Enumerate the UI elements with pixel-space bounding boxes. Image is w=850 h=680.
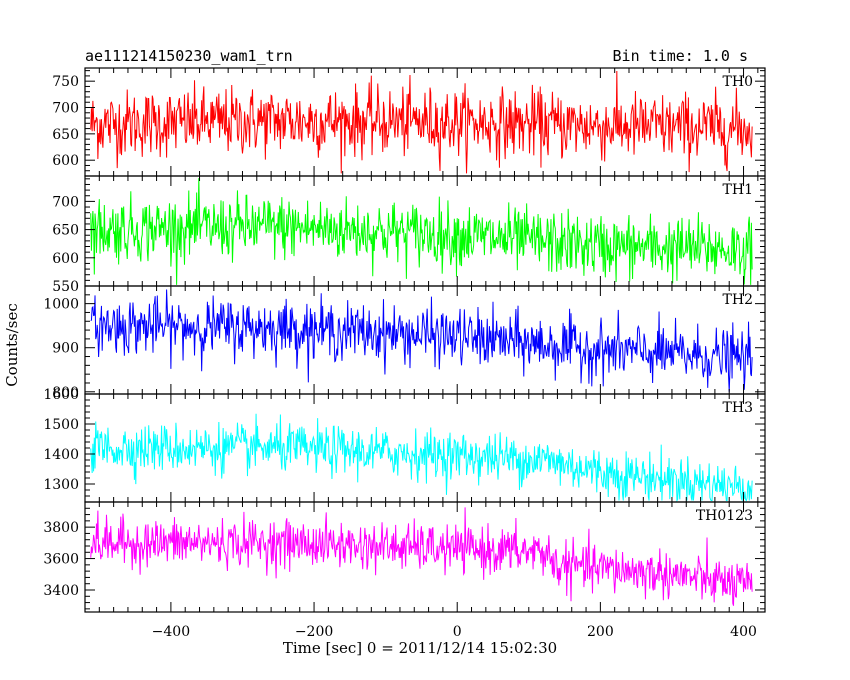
y-tick-label: 800 — [52, 385, 79, 401]
y-tick-label: 750 — [52, 74, 79, 90]
panel-frame — [84, 501, 766, 613]
y-tick-label: 3400 — [43, 583, 79, 599]
y-tick-label: 1600 — [43, 387, 79, 403]
panel-label-th2: TH2 — [723, 292, 753, 308]
y-tick-label: 1000 — [43, 297, 79, 313]
bin-time-label: Bin time: 1.0 s — [613, 47, 748, 65]
y-tick-label: 3800 — [43, 520, 79, 536]
y-tick-label: 700 — [52, 101, 79, 117]
y-tick-label: 1400 — [43, 447, 79, 463]
y-tick-label: 600 — [52, 153, 79, 169]
x-tick-label: 400 — [730, 624, 757, 640]
y-tick-label: 550 — [52, 279, 79, 295]
y-tick-label: 3600 — [43, 552, 79, 568]
x-tick-label: 0 — [453, 624, 462, 640]
series-line-th0 — [90, 71, 753, 174]
panel-label-th0123: TH0123 — [696, 508, 753, 524]
y-tick-label: 650 — [52, 223, 79, 239]
panel-label-th1: TH1 — [723, 182, 753, 198]
series-line-th1 — [90, 178, 753, 285]
x-tick-label: −200 — [295, 624, 333, 640]
x-tick-label: −400 — [152, 624, 190, 640]
panel-label-th0: TH0 — [723, 74, 753, 90]
panel-th0123: 3400 3600 3800 TH0123 — [43, 501, 766, 613]
series-line-th2 — [90, 289, 753, 392]
series-line-th0123 — [90, 507, 753, 606]
y-axis-title: Counts/sec — [3, 303, 21, 387]
panel-th1: 550 600 650 700 TH1 — [52, 175, 766, 295]
panel-th2: 800 900 1000 TH2 — [43, 285, 766, 401]
x-tick-label: 200 — [587, 624, 614, 640]
y-tick-label: 1500 — [43, 417, 79, 433]
y-tick-label: 700 — [52, 194, 79, 210]
panel-label-th3: TH3 — [723, 400, 753, 416]
panels-group: 600 650 700 750 TH0 550 600 650 700 TH1 800 900 1000… — [43, 67, 766, 640]
y-tick-label: 1300 — [43, 477, 79, 493]
series-line-th3 — [90, 413, 753, 502]
y-tick-label: 600 — [52, 251, 79, 267]
panel-th3: 1300 1400 1500 1600 TH3 — [43, 387, 766, 503]
y-tick-label: 900 — [52, 341, 79, 357]
chart-title: ae111214150230_wam1_trn — [85, 47, 293, 65]
x-axis-title: Time [sec] 0 = 2011/12/14 15:02:30 — [283, 639, 557, 657]
panel-th0: 600 650 700 750 TH0 — [52, 67, 766, 177]
y-tick-label: 650 — [52, 127, 79, 143]
